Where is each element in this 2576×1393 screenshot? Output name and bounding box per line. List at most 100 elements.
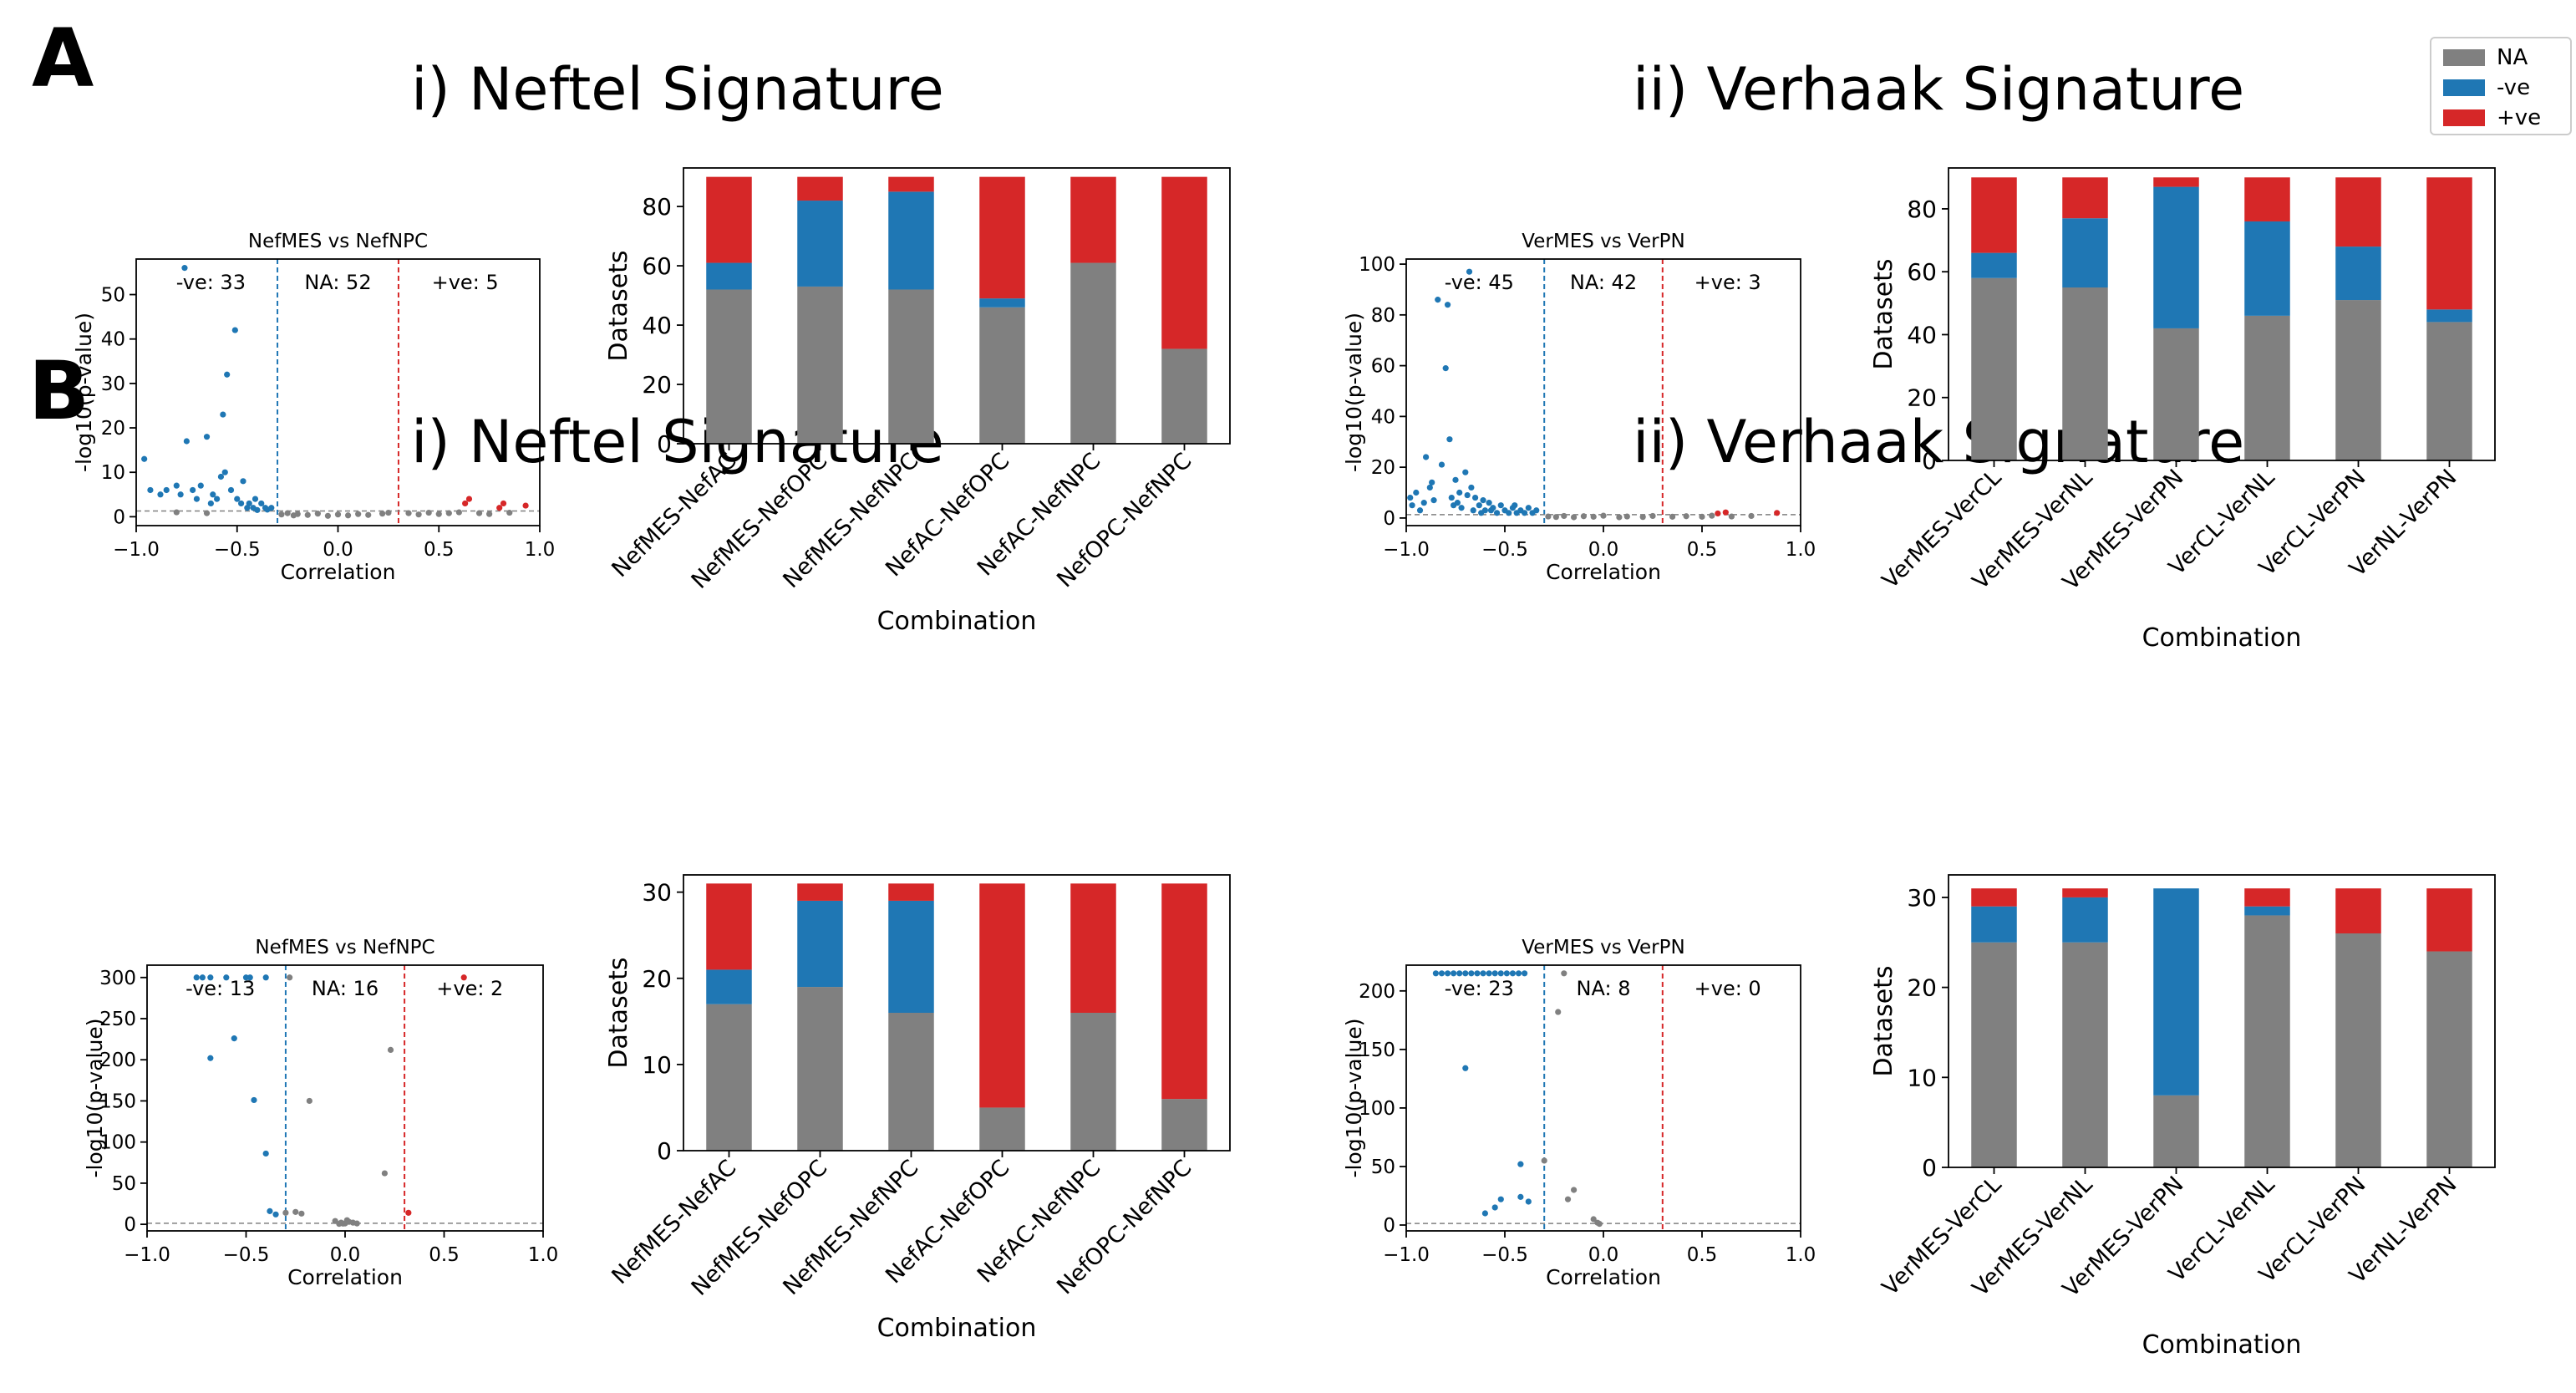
- bar-segment: [2062, 218, 2108, 288]
- scatter-point-neg: [199, 974, 206, 981]
- y-tick-label: 0: [1383, 1215, 1395, 1237]
- scatter-point-na: [435, 511, 442, 517]
- x-tick-label: 0.5: [429, 1244, 460, 1266]
- bar-segment: [2335, 300, 2381, 460]
- bar-segment: [2062, 888, 2108, 897]
- scatter-point-neg: [1452, 476, 1459, 483]
- scatter-point-neg: [1512, 502, 1518, 509]
- scatter-title: VerMES vs VerPN: [1522, 231, 1684, 252]
- y-tick-label: 40: [642, 312, 672, 339]
- scatter-point-na: [355, 511, 362, 517]
- scatter-point-na: [475, 510, 483, 516]
- scatter-point-neg: [1430, 497, 1437, 504]
- scatter-point-na: [486, 511, 493, 517]
- scatter-point-na: [334, 511, 342, 518]
- scatter-point-neg: [1493, 510, 1501, 516]
- y-tick-label: 10: [101, 462, 125, 484]
- scatter-point-neg: [1446, 436, 1453, 443]
- scatter-point-neg: [1468, 970, 1475, 977]
- scatter-point-neg: [193, 496, 201, 502]
- x-axis-label: Combination: [877, 1314, 1037, 1343]
- scatter-count-label: NA: 16: [312, 977, 379, 1000]
- scatter-point-neg: [1466, 268, 1473, 275]
- scatter-point-neg: [1462, 1065, 1469, 1071]
- bar-segment: [2244, 888, 2290, 907]
- scatter-point-na: [1555, 1009, 1562, 1015]
- scatter-point-neg: [1472, 494, 1479, 501]
- scatter-point-na: [304, 511, 311, 518]
- scatter-point-na: [306, 1097, 312, 1105]
- stacked-bar-chart-1: VerMES-VerCLVerMES-VerNLVerMES-VerPNVerC…: [1869, 167, 2496, 653]
- scatter-point-na: [1748, 512, 1755, 520]
- scatter-point-na: [1571, 1187, 1578, 1193]
- bar-segment: [1161, 1099, 1207, 1151]
- bar-segment: [2426, 322, 2472, 460]
- x-tick-label: 0.0: [1588, 1244, 1619, 1266]
- scatter-point-na: [1571, 514, 1578, 521]
- legend-item-pos: +ve: [2443, 105, 2541, 130]
- scatter-point-neg: [254, 506, 261, 513]
- bar-segment: [2062, 177, 2108, 219]
- scatter-point-na: [284, 510, 291, 516]
- y-axis-label: -log10(p-value): [72, 313, 96, 472]
- scatter-point-neg: [1426, 484, 1433, 491]
- y-tick-label: 200: [99, 1050, 136, 1071]
- scatter-point-neg: [267, 1207, 273, 1214]
- scatter-count-label: +ve: 2: [436, 977, 503, 1000]
- y-tick-label: 100: [99, 1132, 136, 1154]
- y-tick-label: 50: [1371, 1157, 1395, 1178]
- scatter-point-neg: [1462, 469, 1469, 475]
- scatter-point-na: [1580, 513, 1587, 520]
- scatter-point-neg: [1416, 507, 1424, 514]
- signature-title-a-verhaak: ii) Verhaak Signature: [1633, 55, 2245, 124]
- scatter-point-neg: [221, 469, 228, 475]
- bar-segment: [706, 883, 752, 970]
- scatter-point-na: [381, 1170, 388, 1177]
- bar-segment: [2244, 906, 2290, 916]
- y-tick-label: 0: [1922, 1154, 1937, 1182]
- scatter-point-na: [1623, 513, 1630, 520]
- bar-segment: [979, 298, 1025, 308]
- bar-segment: [888, 900, 934, 1013]
- x-tick-label: 0.0: [330, 1244, 361, 1266]
- stacked-bar-chart-0: NefMES-NefACNefMES-NefOPCNefMES-NefNPCNe…: [604, 167, 1231, 636]
- bar-segment: [797, 900, 843, 988]
- x-tick-label: 0.0: [323, 539, 353, 561]
- scatter-point-na: [1600, 512, 1607, 519]
- y-tick-label: 20: [101, 418, 125, 440]
- scatter-point-neg: [217, 473, 225, 480]
- bar-segment: [888, 883, 934, 901]
- scatter-title: NefMES vs NefNPC: [248, 231, 428, 252]
- stacked-bar-chart-3: VerMES-VerCLVerMES-VerNLVerMES-VerPNVerC…: [1869, 874, 2496, 1360]
- scatter-point-pos: [500, 500, 507, 507]
- scatter-point-neg: [1458, 505, 1465, 511]
- legend-item-na: NA: [2443, 45, 2528, 70]
- bar-segment: [1070, 176, 1116, 263]
- scatter-point-neg: [246, 500, 252, 507]
- bar-segment: [2153, 177, 2199, 187]
- scatter-point-neg: [1491, 1204, 1498, 1211]
- y-axis-label: -log10(p-value): [1342, 313, 1366, 472]
- scatter-point-pos: [460, 974, 467, 981]
- bar-segment: [706, 969, 752, 1004]
- scatter-point-na: [1683, 513, 1689, 520]
- scatter-point-na: [1552, 514, 1559, 521]
- scatter-point-na: [292, 1208, 299, 1215]
- scatter-point-neg: [1517, 1193, 1524, 1200]
- x-tick-label: 0.0: [1588, 539, 1619, 561]
- scatter-point-pos: [465, 496, 473, 502]
- x-tick-label: 0.5: [1687, 1244, 1718, 1266]
- y-tick-label: 0: [124, 1214, 136, 1236]
- y-tick-label: 200: [1359, 981, 1395, 1003]
- y-tick-label: 30: [1907, 884, 1937, 912]
- scatter-point-pos: [462, 500, 469, 507]
- y-tick-label: 250: [99, 1009, 136, 1030]
- scatter-point-neg: [231, 327, 238, 333]
- scatter-point-neg: [173, 482, 180, 489]
- scatter-point-neg: [1522, 970, 1528, 977]
- scatter-point-neg: [157, 491, 164, 498]
- scatter-count-label: +ve: 3: [1694, 271, 1761, 294]
- scatter-point-neg: [1486, 500, 1492, 506]
- scatter-point-neg: [207, 974, 214, 981]
- scatter-point-neg: [197, 482, 204, 489]
